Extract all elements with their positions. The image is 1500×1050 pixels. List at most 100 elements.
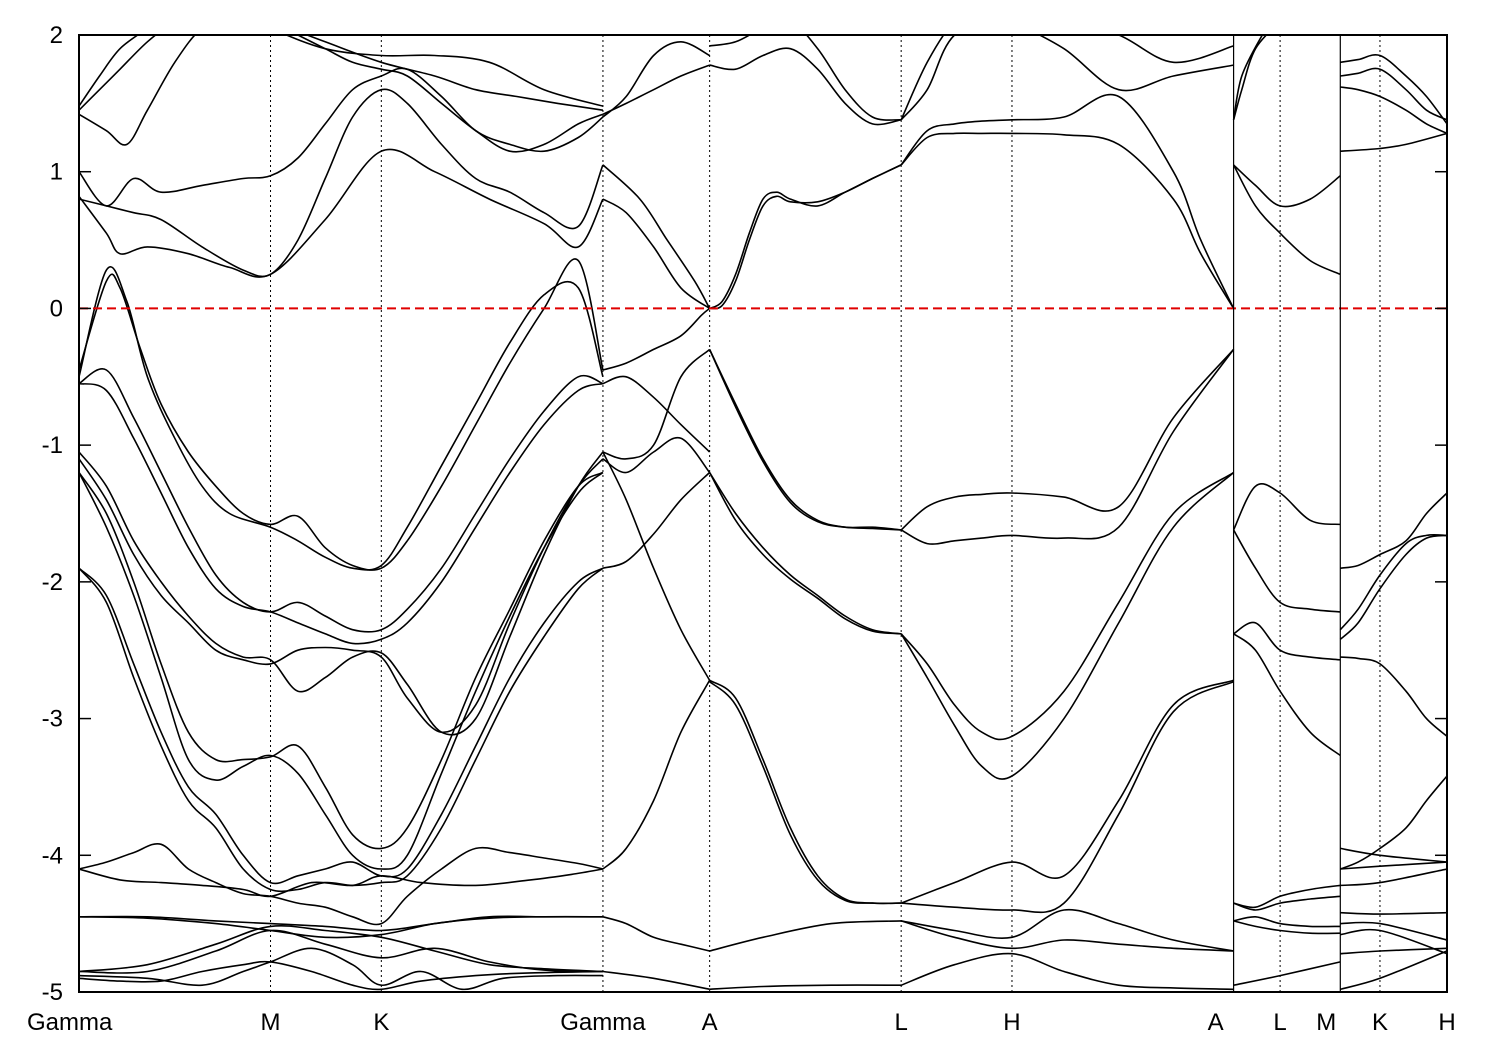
x-tick-label-10: K [1372, 1009, 1388, 1036]
band-line-49 [900, 132, 1235, 309]
band-line-82 [1340, 656, 1447, 737]
band-line-34 [602, 970, 710, 991]
band-line-90 [1340, 947, 1447, 955]
x-tick-label-9: M [1316, 1009, 1336, 1036]
band-line-42 [708, 472, 902, 635]
band-line-6 [79, 471, 604, 850]
y-tick-label-4: -2 [42, 569, 63, 596]
band-line-5 [79, 458, 604, 734]
band-line-81 [1339, 534, 1447, 640]
band-line-0 [79, 258, 604, 571]
band-line-41 [708, 472, 902, 635]
band-line-19 [79, 88, 604, 278]
band-line-38 [709, 164, 902, 310]
band-line-70 [1233, 884, 1341, 909]
band-line-8 [79, 567, 604, 885]
band-line-20 [79, 67, 604, 207]
band-line-76 [1340, 67, 1447, 121]
band-line-88 [1340, 921, 1447, 941]
band-line-43 [709, 679, 902, 905]
y-axis: 2 1 0 -1 -2 -3 -4 -5 [42, 22, 1447, 1006]
band-line-45 [709, 920, 902, 952]
band-line-71 [1233, 895, 1341, 911]
y-tick-label-0: 2 [50, 22, 63, 49]
x-tick-label-11: H [1438, 1009, 1455, 1036]
band-line-44 [709, 681, 902, 905]
band-line-30 [602, 471, 711, 569]
y-tick-label-5: -3 [42, 706, 63, 733]
band-line-50 [900, 93, 1235, 309]
band-line-47 [709, 47, 902, 126]
band-line-13 [79, 915, 603, 939]
x-tick-label-2: K [373, 1009, 389, 1036]
band-line-52 [900, 35, 1234, 121]
band-line-83 [1340, 775, 1447, 870]
band-line-84 [1340, 847, 1447, 863]
band-line-9 [79, 567, 604, 893]
band-line-17 [79, 960, 603, 991]
band-line-27 [602, 375, 711, 453]
band-line-14 [79, 925, 603, 973]
band-line-35 [602, 64, 710, 116]
band-line-36 [602, 40, 710, 118]
band-line-40 [708, 349, 902, 531]
band-line-87 [1340, 911, 1447, 915]
band-line-77 [1340, 86, 1447, 135]
y-tick-label-1: 1 [50, 159, 63, 186]
band-line-58 [901, 680, 1234, 914]
band-line-23 [79, 35, 604, 107]
band-line-16 [79, 947, 603, 991]
band-line-57 [900, 679, 1234, 904]
band-line-54 [900, 348, 1235, 545]
band-line-67 [1232, 529, 1341, 613]
x-tick-label-6: H [1003, 1009, 1020, 1036]
band-line-74 [1233, 961, 1341, 986]
band-line-26 [602, 307, 711, 371]
band-lines [79, 35, 1447, 991]
band-line-79 [1340, 492, 1447, 569]
band-line-1 [79, 266, 604, 571]
x-tick-label-5: L [894, 1009, 907, 1036]
x-tick-label-1: M [261, 1009, 281, 1036]
band-line-18 [79, 148, 604, 278]
band-line-65 [1232, 164, 1341, 276]
y-tick-label-7: -5 [42, 979, 63, 1006]
band-line-4 [79, 451, 604, 736]
band-line-72 [1233, 915, 1341, 928]
band-line-25 [602, 198, 711, 310]
band-line-39 [708, 349, 902, 531]
band-line-73 [1233, 920, 1341, 935]
band-line-60 [900, 920, 1234, 952]
y-tick-label-6: -4 [42, 842, 63, 869]
band-line-59 [901, 908, 1234, 952]
band-line-29 [602, 436, 711, 474]
x-tick-label-8: L [1273, 1009, 1286, 1036]
band-line-12 [79, 915, 603, 932]
x-tick-label-3: Gamma [560, 1009, 646, 1036]
band-line-56 [900, 471, 1235, 780]
band-line-63 [1232, 35, 1264, 120]
band-line-80 [1339, 533, 1447, 631]
band-line-2 [79, 368, 604, 633]
band-line-75 [1340, 54, 1447, 125]
x-axis: Gamma M K Gamma A L H A L M K H [27, 1009, 1456, 1036]
band-line-24 [602, 164, 711, 309]
band-line-21 [79, 35, 604, 153]
band-line-7 [79, 471, 604, 870]
band-line-61 [900, 952, 1234, 991]
band-line-68 [1233, 621, 1341, 661]
x-tick-label-0: Gamma [27, 1009, 113, 1036]
band-line-48 [709, 35, 902, 121]
y-tick-label-2: 0 [50, 295, 63, 322]
x-tick-label-7: A [1208, 1009, 1224, 1036]
band-line-86 [1340, 868, 1447, 887]
band-line-10 [79, 842, 604, 926]
y-tick-label-3: -1 [42, 432, 63, 459]
band-line-55 [900, 471, 1235, 741]
plot-frame [78, 34, 1448, 993]
band-line-64 [1233, 164, 1341, 208]
band-line-15 [79, 929, 603, 974]
band-line-46 [709, 984, 902, 991]
band-line-78 [1340, 132, 1447, 152]
